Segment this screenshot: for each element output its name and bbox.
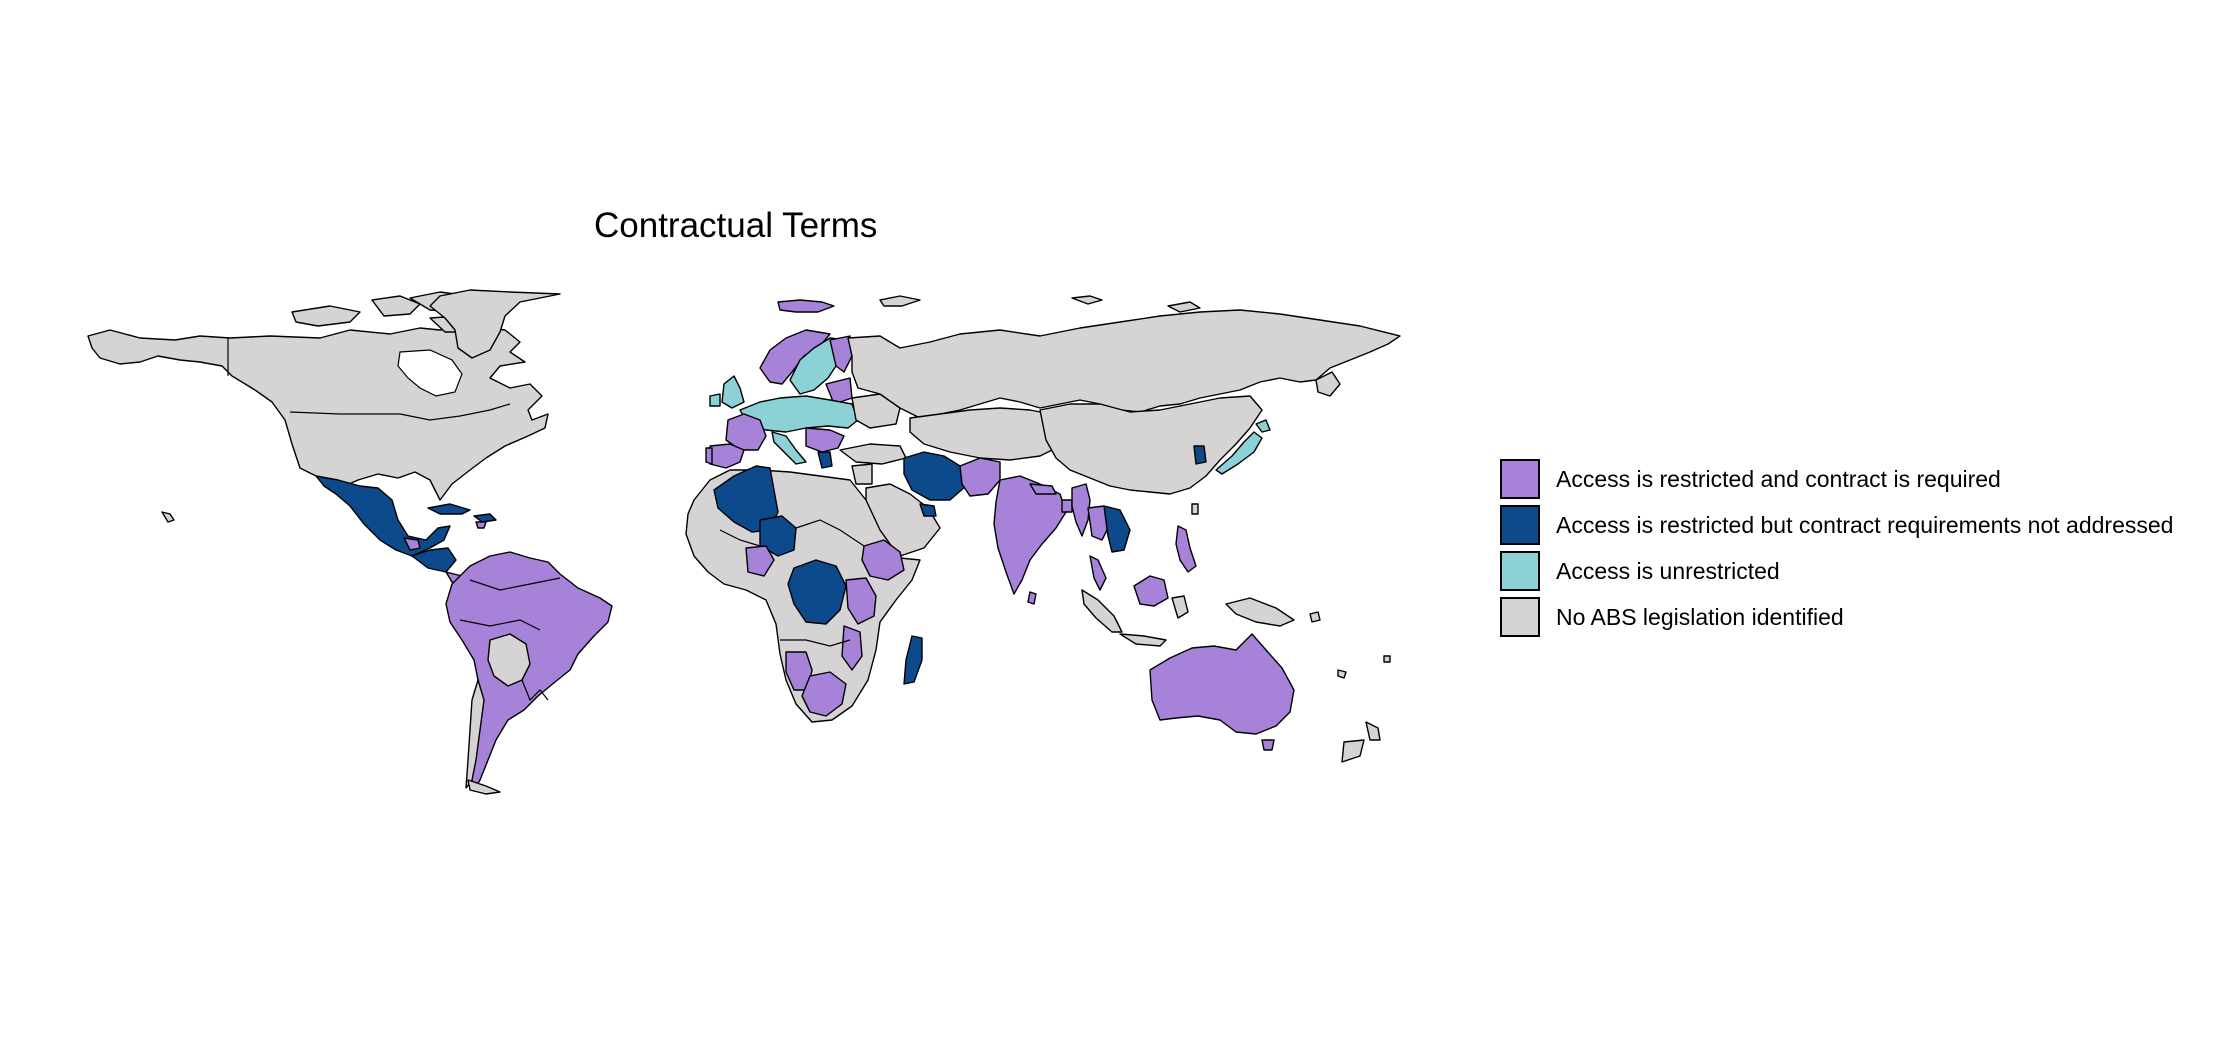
border-south-america-2 <box>459 619 541 631</box>
legend-item-no-legislation: No ABS legislation identified <box>1500 594 2173 640</box>
region-bangladesh <box>1061 499 1073 513</box>
region-arctic-islands-1 <box>291 305 361 327</box>
legend-swatch <box>1500 551 1540 591</box>
region-central-america-blue <box>411 547 457 573</box>
region-sumatra <box>1081 589 1123 633</box>
region-siberian-islands <box>1071 295 1103 305</box>
region-algeria-mali <box>713 465 779 533</box>
legend-swatch <box>1500 597 1540 637</box>
region-congo-basin <box>787 559 847 625</box>
region-hokkaido <box>1255 419 1271 433</box>
border-south-america-1 <box>469 577 561 591</box>
map-title: Contractual Terms <box>594 206 878 245</box>
region-central-europe <box>739 395 859 433</box>
region-new-guinea <box>1225 597 1295 627</box>
region-madagascar <box>903 635 923 685</box>
region-fiji <box>1383 655 1391 663</box>
region-new-caledonia <box>1337 669 1347 679</box>
region-sulawesi <box>1171 595 1189 619</box>
legend-swatch <box>1500 459 1540 499</box>
region-ireland <box>709 393 721 407</box>
region-java <box>1119 633 1167 647</box>
region-iran <box>903 451 967 501</box>
region-ethiopia <box>861 539 905 581</box>
region-tasmania <box>1261 739 1275 751</box>
region-central-america-purple <box>403 537 421 551</box>
region-nepal-bhutan <box>1029 483 1057 495</box>
legend-item-restricted-no-contract: Access is restricted but contract requir… <box>1500 502 2173 548</box>
region-new-zealand-south <box>1341 739 1365 763</box>
legend-label: Access is unrestricted <box>1556 558 1780 584</box>
region-arctic-islands-2 <box>371 295 421 317</box>
region-mozambique <box>841 625 863 671</box>
region-turkey <box>839 443 907 465</box>
region-kamchatka <box>1315 371 1341 397</box>
region-greece <box>817 451 833 469</box>
region-iceland <box>777 299 835 313</box>
region-arctic-islands-russia <box>1167 301 1201 313</box>
region-iberia <box>709 443 745 469</box>
region-korea <box>1193 445 1207 465</box>
region-new-zealand-north <box>1365 721 1381 741</box>
border-africa-2 <box>795 519 865 547</box>
legend-item-restricted-contract: Access is restricted and contract is req… <box>1500 456 2173 502</box>
region-mexico <box>315 475 451 557</box>
region-west-africa <box>745 545 775 577</box>
region-uae <box>919 503 937 517</box>
border-africa-3 <box>780 639 851 647</box>
region-malay-peninsula <box>1089 555 1107 591</box>
region-china <box>1039 395 1263 495</box>
region-philippines <box>1175 525 1197 573</box>
region-afghanistan-pakistan <box>959 457 1001 497</box>
region-taiwan <box>1191 503 1199 515</box>
region-caribbean-islands <box>475 521 487 529</box>
region-france <box>725 413 767 451</box>
region-southern-africa-2 <box>801 671 847 717</box>
border-africa-1 <box>719 529 761 547</box>
legend-label: Access is restricted but contract requir… <box>1556 512 2174 538</box>
region-pacific-islands <box>1309 611 1321 623</box>
region-japan <box>1215 431 1263 475</box>
region-novaya-zemlya <box>879 295 921 307</box>
region-east-africa <box>845 577 877 625</box>
region-australia <box>1149 633 1295 735</box>
region-uk <box>721 375 745 409</box>
legend-item-unrestricted: Access is unrestricted <box>1500 548 2173 594</box>
region-sri-lanka <box>1027 591 1037 605</box>
region-hispaniola <box>473 513 497 523</box>
region-myanmar <box>1071 483 1091 537</box>
legend-label: Access is restricted and contract is req… <box>1556 466 2001 492</box>
legend: Access is restricted and contract is req… <box>1500 456 2173 640</box>
water-hudson-bay <box>397 349 463 397</box>
region-italy <box>771 431 807 465</box>
region-greenland <box>429 289 561 359</box>
region-levant <box>851 463 873 485</box>
region-tierra-del-fuego <box>467 779 501 795</box>
border-south-america-3 <box>521 679 549 702</box>
region-hawaii <box>161 511 175 523</box>
legend-label: No ABS legislation identified <box>1556 604 1844 630</box>
border-canada-usa <box>289 403 511 421</box>
region-portugal <box>705 447 713 465</box>
region-finland <box>829 335 853 373</box>
region-cambodia-vietnam <box>1103 505 1131 553</box>
legend-swatch <box>1500 505 1540 545</box>
region-cuba <box>427 503 471 515</box>
region-borneo <box>1133 575 1169 607</box>
region-balkans <box>805 427 845 453</box>
region-russia <box>847 309 1401 419</box>
